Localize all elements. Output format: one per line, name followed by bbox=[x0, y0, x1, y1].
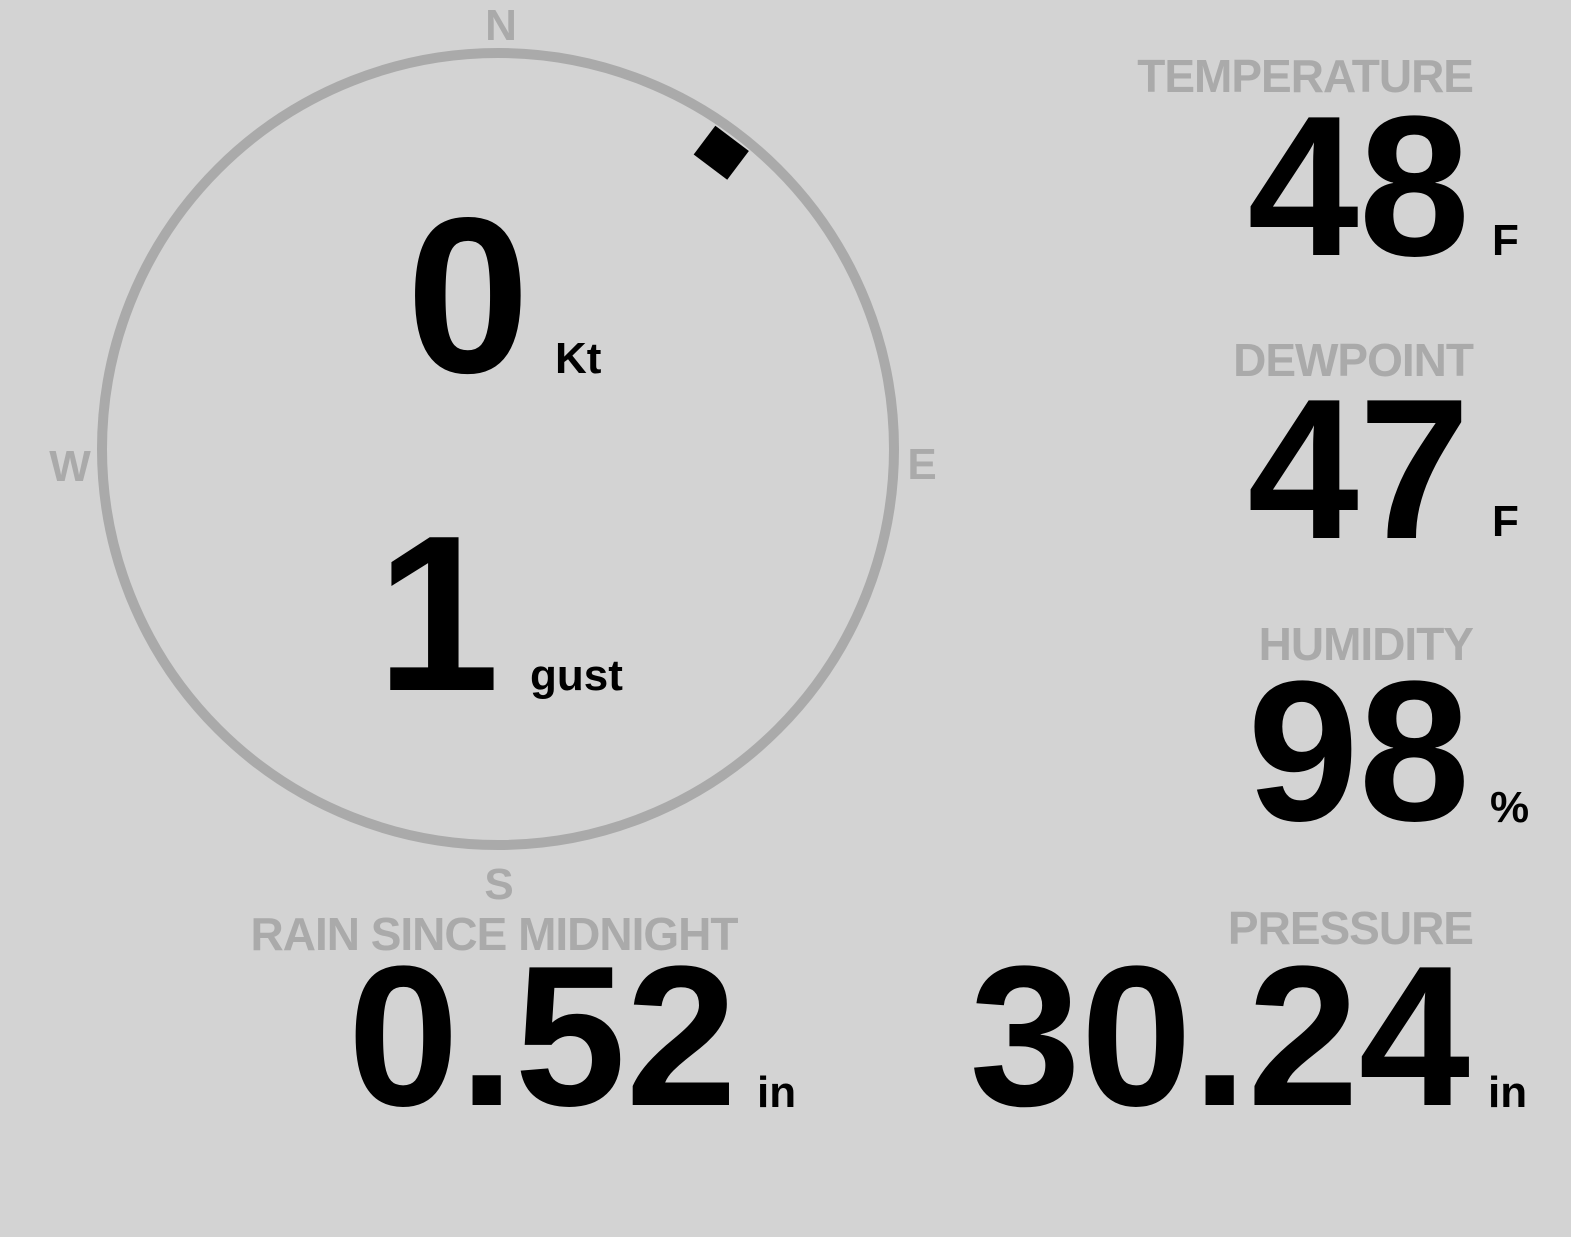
wind-direction-marker bbox=[693, 125, 749, 180]
rain-panel: RAIN SINCE MIDNIGHT 0.52 in bbox=[251, 908, 797, 1148]
temperature-label: TEMPERATURE bbox=[1137, 50, 1473, 102]
dewpoint-value: 47 bbox=[1248, 358, 1470, 581]
pressure-panel: PRESSURE 30.24 in bbox=[970, 902, 1528, 1148]
rain-value: 0.52 bbox=[348, 925, 737, 1148]
dewpoint-panel: DEWPOINT 47 F bbox=[1233, 334, 1519, 581]
compass-north: N bbox=[485, 1, 517, 50]
humidity-panel: HUMIDITY 98 % bbox=[1248, 618, 1530, 863]
temperature-panel: TEMPERATURE 48 F bbox=[1137, 50, 1519, 298]
wind-gust-value: 1 bbox=[376, 490, 499, 738]
wind-compass: N W E S 0 Kt 1 gust bbox=[49, 1, 936, 909]
compass-west: W bbox=[49, 442, 91, 491]
rain-unit: in bbox=[757, 1068, 796, 1117]
wind-gust-label: gust bbox=[530, 651, 623, 700]
compass-ring bbox=[97, 48, 899, 850]
pressure-value: 30.24 bbox=[970, 925, 1471, 1148]
humidity-unit: % bbox=[1490, 783, 1529, 832]
humidity-label: HUMIDITY bbox=[1259, 618, 1474, 670]
dewpoint-unit: F bbox=[1492, 497, 1519, 546]
wind-speed-unit: Kt bbox=[555, 334, 602, 383]
compass-south: S bbox=[484, 860, 513, 909]
wind-speed-value: 0 bbox=[406, 172, 529, 420]
dewpoint-label: DEWPOINT bbox=[1233, 334, 1474, 386]
temperature-value: 48 bbox=[1248, 75, 1470, 298]
rain-label: RAIN SINCE MIDNIGHT bbox=[251, 908, 739, 960]
temperature-unit: F bbox=[1492, 216, 1519, 265]
humidity-value: 98 bbox=[1248, 640, 1470, 863]
pressure-label: PRESSURE bbox=[1228, 902, 1473, 954]
compass-east: E bbox=[907, 440, 936, 489]
pressure-unit: in bbox=[1488, 1068, 1527, 1117]
